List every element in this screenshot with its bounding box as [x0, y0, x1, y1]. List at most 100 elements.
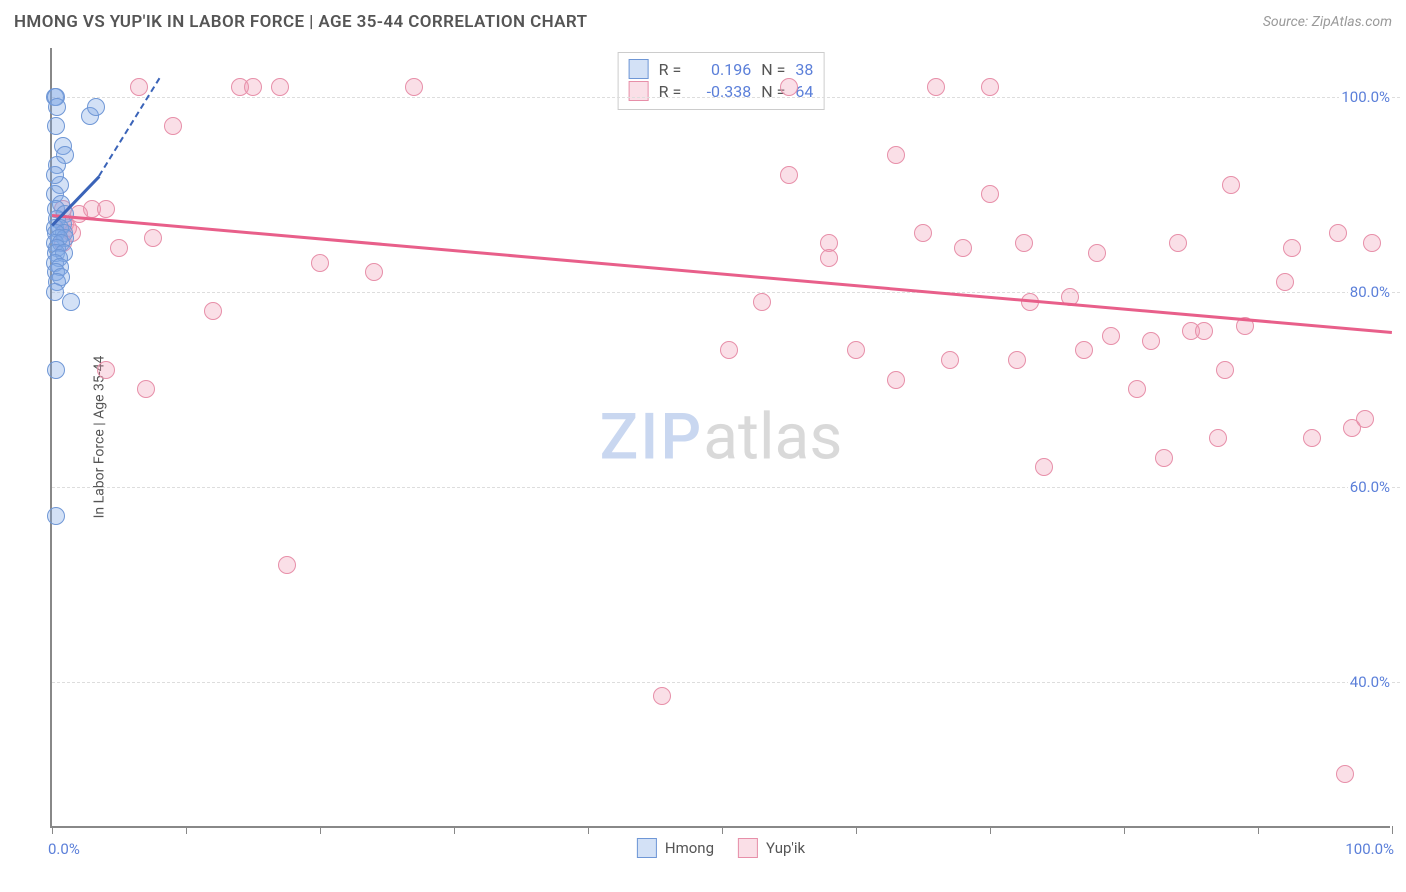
x-tick — [1258, 826, 1259, 834]
gridline — [52, 682, 1400, 683]
x-tick — [856, 826, 857, 834]
point-yupik — [1222, 176, 1240, 194]
point-hmong — [46, 166, 64, 184]
point-hmong — [47, 507, 65, 525]
y-tick-label: 100.0% — [1339, 88, 1392, 106]
legend-item-yupik: Yup'ik — [738, 838, 805, 858]
x-tick — [186, 826, 187, 834]
point-yupik — [97, 200, 115, 218]
swatch-yupik — [738, 838, 758, 858]
gridline — [52, 97, 1400, 98]
point-yupik — [927, 78, 945, 96]
point-yupik — [1088, 244, 1106, 262]
swatch-hmong — [629, 59, 649, 79]
y-tick-label: 60.0% — [1348, 478, 1392, 496]
watermark-atlas: atlas — [703, 400, 842, 475]
trendline-yupik — [52, 214, 1392, 333]
point-yupik — [780, 166, 798, 184]
legend-label-hmong: Hmong — [665, 839, 714, 857]
point-yupik — [204, 302, 222, 320]
point-yupik — [1209, 429, 1227, 447]
point-yupik — [405, 78, 423, 96]
point-yupik — [311, 254, 329, 272]
legend-label-yupik: Yup'ik — [766, 839, 805, 857]
x-tick — [1392, 826, 1393, 834]
source-attribution: Source: ZipAtlas.com — [1263, 14, 1392, 30]
point-yupik — [271, 78, 289, 96]
watermark-zip: ZIP — [600, 400, 704, 475]
point-yupik — [110, 239, 128, 257]
point-yupik — [164, 117, 182, 135]
x-tick — [990, 826, 991, 834]
n-value-hmong: 38 — [795, 60, 813, 79]
point-yupik — [365, 263, 383, 281]
point-hmong — [46, 283, 64, 301]
point-hmong — [62, 293, 80, 311]
point-yupik — [244, 78, 262, 96]
point-yupik — [1155, 449, 1173, 467]
point-yupik — [720, 341, 738, 359]
x-tick — [722, 826, 723, 834]
point-yupik — [1283, 239, 1301, 257]
point-yupik — [137, 380, 155, 398]
x-tick — [320, 826, 321, 834]
r-label: R = — [659, 60, 682, 79]
x-tick — [52, 826, 53, 834]
point-yupik — [847, 341, 865, 359]
swatch-hmong — [637, 838, 657, 858]
point-yupik — [820, 249, 838, 267]
legend-item-hmong: Hmong — [637, 838, 714, 858]
n-label: N = — [761, 60, 785, 79]
x-axis-max-label: 100.0% — [1345, 840, 1394, 858]
point-yupik — [753, 293, 771, 311]
y-tick-label: 40.0% — [1348, 673, 1392, 691]
gridline — [52, 487, 1400, 488]
point-yupik — [1336, 765, 1354, 783]
point-yupik — [1195, 322, 1213, 340]
point-yupik — [97, 361, 115, 379]
point-yupik — [1015, 234, 1033, 252]
point-yupik — [914, 224, 932, 242]
y-tick-label: 80.0% — [1348, 283, 1392, 301]
point-hmong — [47, 117, 65, 135]
x-tick — [588, 826, 589, 834]
point-yupik — [278, 556, 296, 574]
chart-title: HMONG VS YUP'IK IN LABOR FORCE | AGE 35-… — [14, 12, 587, 32]
point-yupik — [653, 687, 671, 705]
point-yupik — [144, 229, 162, 247]
point-yupik — [1363, 234, 1381, 252]
point-yupik — [1128, 380, 1146, 398]
series-legend: Hmong Yup'ik — [637, 838, 805, 858]
x-axis-min-label: 0.0% — [48, 840, 80, 858]
point-yupik — [1303, 429, 1321, 447]
point-yupik — [1329, 224, 1347, 242]
point-yupik — [887, 146, 905, 164]
scatter-chart: In Labor Force | Age 35-44 ZIPatlas R = … — [50, 48, 1390, 828]
point-yupik — [1276, 273, 1294, 291]
r-value-hmong: 0.196 — [691, 60, 751, 79]
point-yupik — [130, 78, 148, 96]
point-yupik — [1169, 234, 1187, 252]
point-yupik — [981, 78, 999, 96]
y-axis-title: In Labor Force | Age 35-44 — [91, 356, 107, 519]
point-hmong — [47, 361, 65, 379]
point-yupik — [1035, 458, 1053, 476]
x-tick — [454, 826, 455, 834]
swatch-yupik — [629, 81, 649, 101]
point-yupik — [1216, 361, 1234, 379]
point-yupik — [1142, 332, 1160, 350]
point-hmong — [48, 98, 66, 116]
point-yupik — [1008, 351, 1026, 369]
point-yupik — [887, 371, 905, 389]
point-yupik — [1075, 341, 1093, 359]
point-hmong — [87, 98, 105, 116]
gridline — [52, 292, 1400, 293]
point-yupik — [1102, 327, 1120, 345]
stats-row-hmong: R = 0.196 N = 38 — [629, 59, 814, 79]
point-yupik — [954, 239, 972, 257]
watermark: ZIPatlas — [600, 400, 843, 475]
x-tick — [1124, 826, 1125, 834]
point-yupik — [981, 185, 999, 203]
trendline-hmong-extrapolated — [98, 78, 160, 177]
point-yupik — [941, 351, 959, 369]
